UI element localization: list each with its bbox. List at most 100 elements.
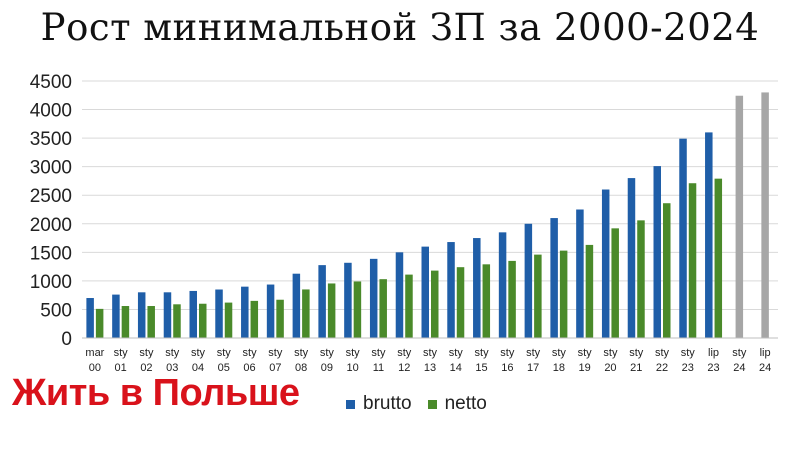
x-tick-label: 08 xyxy=(295,362,307,374)
bar-netto xyxy=(379,279,387,338)
bar-netto xyxy=(714,178,723,338)
x-tick-label: 17 xyxy=(527,362,539,374)
bar-netto xyxy=(534,254,542,338)
bar-brutto xyxy=(473,238,481,338)
bar-netto xyxy=(95,308,104,338)
brand-logo-text: Жить в Польше xyxy=(12,372,300,414)
x-tick-label: sty xyxy=(423,347,438,359)
legend-swatch-brutto xyxy=(346,399,355,409)
gridlines xyxy=(82,80,778,310)
x-tick-label: 00 xyxy=(89,362,101,374)
y-tick-label: 3000 xyxy=(30,158,72,179)
bar-brutto xyxy=(576,209,584,338)
y-tick-label: 2500 xyxy=(30,186,72,207)
bar-brutto xyxy=(112,294,120,338)
bar-netto xyxy=(508,260,516,338)
bar-brutto xyxy=(369,258,378,338)
bar-netto xyxy=(431,270,439,338)
bar-netto xyxy=(585,244,594,338)
bar-brutto xyxy=(292,273,301,338)
bar-brutto xyxy=(163,292,172,338)
bar-brutto xyxy=(266,284,275,338)
x-tick-label: sty xyxy=(165,347,180,359)
y-tick-label: 3500 xyxy=(30,129,72,150)
x-tick-label: sty xyxy=(475,347,490,359)
x-tick-label: 22 xyxy=(656,362,668,374)
x-tick-label: 03 xyxy=(166,362,178,374)
bar-brutto xyxy=(395,252,404,338)
bar-brutto xyxy=(344,262,352,338)
bars xyxy=(86,92,769,338)
bar-brutto xyxy=(653,166,661,338)
x-tick-label: sty xyxy=(217,347,232,359)
x-tick-label: sty xyxy=(655,347,670,359)
x-tick-label: 19 xyxy=(579,362,591,374)
x-tick-label: sty xyxy=(629,347,644,359)
bar-netto xyxy=(663,203,671,338)
x-tick-label: 11 xyxy=(373,362,384,374)
bar-netto xyxy=(353,281,362,338)
x-tick-label: sty xyxy=(500,347,515,359)
x-tick-label: sty xyxy=(552,347,567,359)
y-tick-label: 1000 xyxy=(30,272,72,293)
bar-netto xyxy=(173,304,181,338)
x-tick-label: 07 xyxy=(269,362,281,374)
bar-projected xyxy=(735,95,744,338)
x-tick-label: sty xyxy=(268,347,283,359)
bar-projected xyxy=(761,92,769,338)
x-tick-label: lip xyxy=(708,347,719,359)
x-tick-label: sty xyxy=(139,347,154,359)
bar-brutto xyxy=(86,298,94,338)
legend-item-brutto: brutto xyxy=(346,393,412,415)
x-tick-label: 23 xyxy=(682,362,694,374)
x-tick-label: 21 xyxy=(630,362,642,374)
bar-netto xyxy=(456,267,465,338)
x-tick-label: 18 xyxy=(553,362,565,374)
bar-netto xyxy=(302,289,310,338)
x-tick-label: sty xyxy=(191,347,206,359)
x-tick-label: sty xyxy=(346,347,361,359)
y-tick-label: 4500 xyxy=(30,72,72,93)
bar-brutto xyxy=(318,265,326,338)
legend-item-netto: netto xyxy=(427,393,487,415)
x-tick-label: sty xyxy=(526,347,541,359)
bar-brutto xyxy=(137,292,146,338)
bar-netto xyxy=(637,220,645,338)
bar-brutto xyxy=(189,290,197,338)
x-tick-label: 13 xyxy=(424,362,436,374)
x-tick-label: sty xyxy=(603,347,618,359)
legend-label-netto: netto xyxy=(444,393,487,414)
x-tick-label: sty xyxy=(294,347,309,359)
y-axis-tick-labels: 0 500 1000 1500 2000 2500 3000 3500 4000 4500 xyxy=(30,72,72,350)
x-tick-label: mar xyxy=(85,347,104,359)
x-tick-label: sty xyxy=(449,347,464,359)
bar-brutto xyxy=(524,223,533,338)
bar-brutto xyxy=(447,242,455,338)
x-tick-label: sty xyxy=(114,347,129,359)
bar-netto xyxy=(276,299,284,338)
y-tick-label: 2000 xyxy=(30,215,72,236)
bar-brutto xyxy=(241,286,249,338)
x-tick-label: 23 xyxy=(707,362,719,374)
bar-brutto xyxy=(498,232,507,338)
x-tick-label: 15 xyxy=(475,362,487,374)
x-tick-label: 05 xyxy=(218,362,230,374)
bar-netto xyxy=(121,306,130,338)
bar-brutto xyxy=(705,132,713,338)
x-tick-label: sty xyxy=(371,347,386,359)
x-tick-label: sty xyxy=(681,347,696,359)
x-tick-label: 14 xyxy=(450,362,462,374)
bar-netto xyxy=(147,306,155,338)
bar-netto xyxy=(327,283,336,338)
x-tick-label: sty xyxy=(578,347,593,359)
bar-netto xyxy=(224,302,233,338)
bar-netto xyxy=(611,228,619,338)
x-tick-label: sty xyxy=(243,347,258,359)
y-tick-label: 4000 xyxy=(30,101,72,122)
x-tick-label: 09 xyxy=(321,362,333,374)
bar-netto xyxy=(688,183,697,338)
bar-brutto xyxy=(679,138,687,338)
y-tick-label: 0 xyxy=(61,329,72,350)
bar-netto xyxy=(405,274,413,338)
